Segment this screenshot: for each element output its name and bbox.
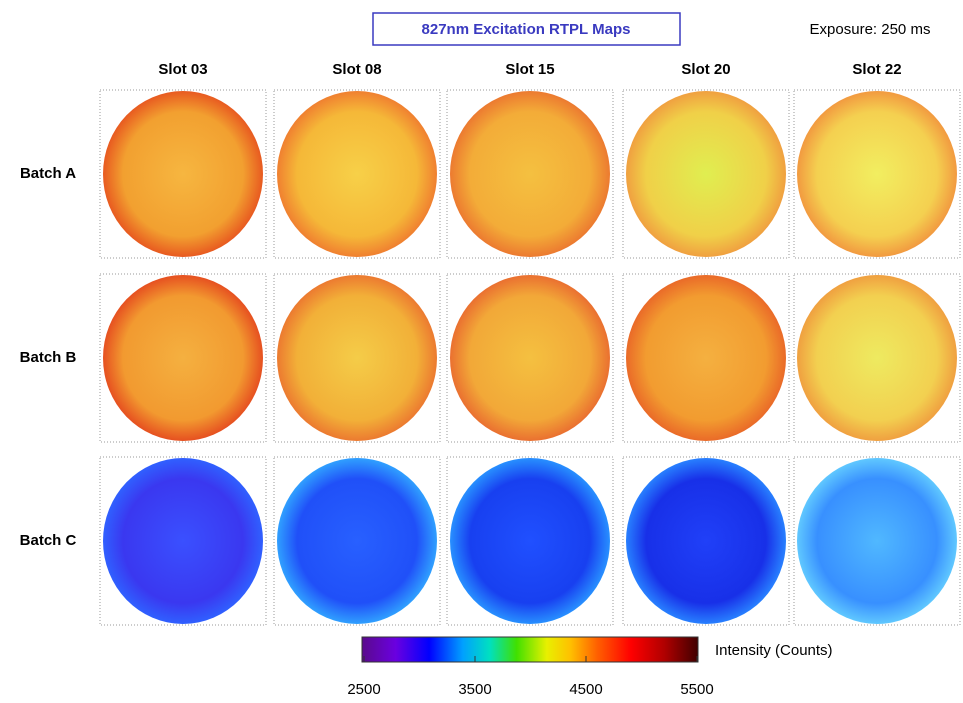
- figure: 827nm Excitation RTPL Maps Exposure: 250…: [0, 0, 963, 698]
- tick-label: 5500: [680, 681, 713, 698]
- wafer-map: [450, 275, 610, 441]
- wafer-map: [626, 91, 786, 257]
- wafer-map: [103, 275, 263, 441]
- wafer-map: [797, 275, 957, 441]
- row-label: Batch C: [20, 532, 77, 549]
- wafer-map: [626, 275, 786, 441]
- wafer-map: [797, 91, 957, 257]
- wafer-map: [450, 458, 610, 624]
- wafer-map: [103, 91, 263, 257]
- exposure: Exposure: 250 ms: [810, 21, 931, 38]
- wafer-map: [277, 275, 437, 441]
- wafer-map: [797, 458, 957, 624]
- tick-label: 3500: [458, 681, 491, 698]
- row-label: Batch A: [20, 165, 76, 182]
- wafer-map: [626, 458, 786, 624]
- column-label: Slot 15: [505, 61, 554, 78]
- colorbar-label: Intensity (Counts): [715, 642, 833, 659]
- row-label: Batch B: [20, 349, 77, 366]
- column-label: Slot 20: [681, 61, 730, 78]
- wafer-map: [450, 91, 610, 257]
- colorbar: [362, 637, 698, 662]
- tick-label: 2500: [347, 681, 380, 698]
- column-label: Slot 03: [158, 61, 207, 78]
- wafer-map: [277, 458, 437, 624]
- wafer-map: [277, 91, 437, 257]
- tick-label: 4500: [569, 681, 602, 698]
- title: 827nm Excitation RTPL Maps: [422, 21, 631, 38]
- wafer-map: [103, 458, 263, 624]
- column-label: Slot 08: [332, 61, 381, 78]
- column-label: Slot 22: [852, 61, 901, 78]
